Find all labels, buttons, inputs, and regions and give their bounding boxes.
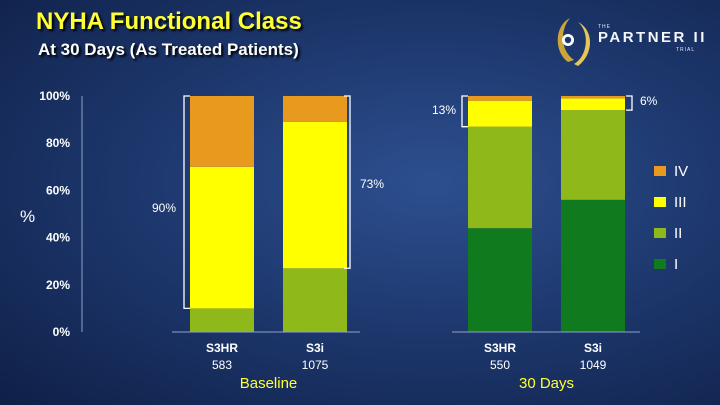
logo-swirl-icon [557,18,590,66]
bar-segment-i [561,199,625,332]
bar-segment-iv [190,96,254,167]
bar-segment-iii [190,166,254,309]
bar-segment-i [468,228,532,332]
bar-segment-ii [190,308,254,332]
category-label: S3HR [484,341,516,355]
bar-segment-ii [561,110,625,200]
legend-label: II [674,225,682,242]
y-axis-label: % [20,207,35,226]
logo-bottom-text: TRIAL [676,47,696,53]
percentage-brackets: 90% 73% 13% 6% [152,94,658,310]
annotation-label: 13% [432,103,456,117]
y-axis: 0% 20% 40% 60% 80% 100% [39,89,83,339]
bracket-30d-s3hr [461,95,468,128]
bar-segment-iii [468,100,532,127]
legend-swatch-iii [654,197,666,207]
group-label: 30 Days [519,375,574,392]
legend-swatch-i [654,259,666,269]
logo-main-text: PARTNER II [598,29,707,46]
y-tick-label: 0% [53,325,71,339]
legend-swatch-ii [654,228,666,238]
annotation-label: 90% [152,201,176,215]
group-label: Baseline [240,375,298,392]
y-tick-label: 60% [46,183,70,197]
annotation-label: 6% [640,94,658,108]
bracket-30d-s3i [626,95,633,111]
category-n-label: 550 [490,358,510,372]
legend-label: IV [674,163,688,180]
y-tick-label: 20% [46,278,70,292]
category-labels: S3HR 583 S3i 1075 S3HR 550 S3i 1049 Baseline 30 D… [172,331,640,392]
bar-segment-ii [283,268,347,332]
bar-segment-iv [283,96,347,122]
legend-swatch-iv [654,166,666,176]
category-label: S3HR [206,341,238,355]
legend-label: I [674,256,678,273]
category-n-label: 1075 [302,358,329,372]
page-subtitle: At 30 Days (As Treated Patients) [38,40,299,59]
category-label: S3i [584,341,602,355]
bracket-baseline-s3i [344,95,351,269]
category-n-label: 583 [212,358,232,372]
bar-segment-iv [468,96,532,101]
annotation-label: 73% [360,177,384,191]
bracket-baseline-s3hr [183,95,190,310]
bar-segment-iii [283,121,347,269]
logo-top-text: THE [598,24,611,30]
category-n-label: 1049 [580,358,607,372]
bar-segment-iv [561,96,625,99]
page-title: NYHA Functional Class [36,8,302,35]
bars [190,96,625,332]
legend-label: III [674,194,687,211]
category-label: S3i [306,341,324,355]
y-tick-label: 40% [46,231,70,245]
bar-segment-iii [561,98,625,111]
y-tick-label: 100% [39,89,70,103]
y-tick-label: 80% [46,136,70,150]
bar-segment-ii [468,126,532,229]
